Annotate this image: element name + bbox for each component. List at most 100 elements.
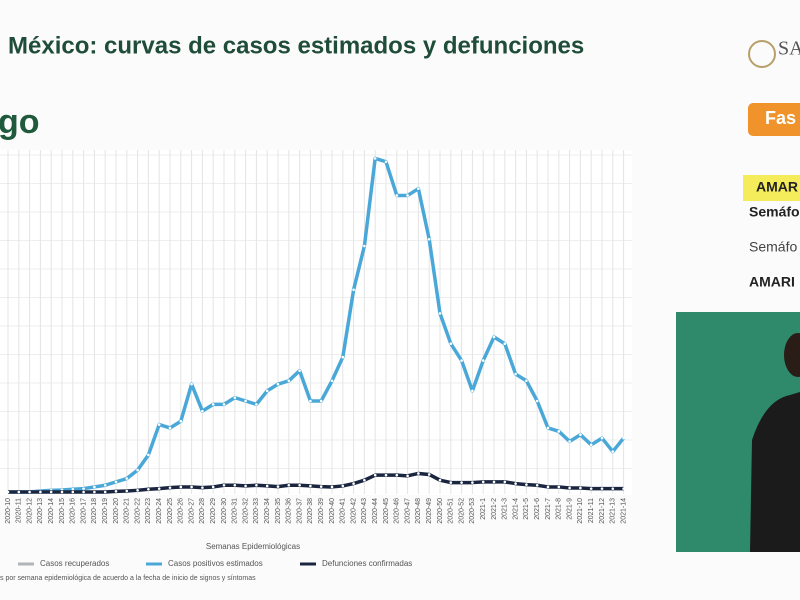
data-point xyxy=(557,485,561,489)
data-point xyxy=(82,490,85,494)
data-point xyxy=(535,399,539,403)
logo-emblem xyxy=(748,40,776,68)
data-point xyxy=(276,382,280,386)
x-tick-label: 2020-15 xyxy=(59,498,66,524)
data-point xyxy=(406,474,409,478)
data-point xyxy=(352,482,355,485)
slide-title: México: curvas de casos estimados y defu… xyxy=(8,32,584,59)
data-point xyxy=(60,490,64,494)
data-point xyxy=(49,490,53,494)
data-point xyxy=(125,477,129,480)
x-tick-label: 2020-39 xyxy=(318,498,325,524)
data-point xyxy=(255,483,258,487)
x-tick-label: 2020-31 xyxy=(232,498,239,524)
data-point xyxy=(503,342,507,346)
phase-button xyxy=(748,103,800,136)
data-point xyxy=(17,490,21,494)
data-point xyxy=(341,484,345,488)
data-point xyxy=(309,484,312,488)
footnote: s por semana epidemiológica de acuerdo a… xyxy=(0,575,256,582)
data-point xyxy=(514,372,517,376)
x-tick-label: 2020-22 xyxy=(134,498,141,524)
x-tick-label: 2020-43 xyxy=(361,498,368,524)
data-point xyxy=(427,473,431,476)
x-tick-label: 2020-27 xyxy=(188,498,195,524)
x-tick-label: 2020-45 xyxy=(383,498,390,524)
x-tick-label: 2020-13 xyxy=(37,498,44,524)
data-point xyxy=(233,396,237,399)
data-point xyxy=(255,403,258,406)
data-point xyxy=(341,355,345,359)
series-line xyxy=(8,471,624,494)
data-point xyxy=(157,423,161,426)
data-point xyxy=(373,473,377,477)
plot-area: 2020-10 2020-11 2020-12 2020-13 2020-14 2020-… xyxy=(0,150,632,582)
x-tick-label: 2020-36 xyxy=(286,498,293,524)
status-badge xyxy=(743,175,800,201)
status-line: AMARI xyxy=(749,274,795,290)
data-point xyxy=(39,490,42,494)
legend-label: Defunciones confirmadas xyxy=(322,559,412,568)
data-point xyxy=(579,433,582,437)
x-tick-label: 2021-4 xyxy=(512,498,519,520)
data-point xyxy=(287,379,291,383)
series-line xyxy=(8,156,625,494)
data-point xyxy=(136,489,139,492)
x-tick-label: 2021-7 xyxy=(545,498,552,520)
data-point xyxy=(568,440,571,443)
data-point xyxy=(114,490,118,493)
x-tick-label: 2020-10 xyxy=(5,498,12,524)
x-tick-label: 2020-42 xyxy=(350,498,357,524)
data-point xyxy=(276,485,280,488)
data-point xyxy=(622,436,625,440)
data-point xyxy=(417,187,420,190)
data-point xyxy=(179,485,183,489)
data-point xyxy=(233,483,237,487)
data-point xyxy=(546,485,550,489)
data-point xyxy=(579,486,582,490)
data-point xyxy=(125,489,129,493)
x-tick-label: 2020-53 xyxy=(469,498,476,524)
data-point xyxy=(406,194,409,197)
data-point xyxy=(460,481,463,484)
data-point xyxy=(589,487,593,490)
data-point xyxy=(535,483,539,487)
data-point xyxy=(114,480,118,484)
x-axis-title: Semanas Epidemiológicas xyxy=(206,542,300,551)
x-tick-label: 2020-41 xyxy=(340,498,347,524)
x-tick-label: 2021-11 xyxy=(588,498,595,523)
data-point xyxy=(438,478,442,482)
slide-subtitle: go xyxy=(0,103,40,141)
x-tick-label: 2021-8 xyxy=(556,498,563,520)
data-point xyxy=(244,484,247,488)
data-point xyxy=(460,359,463,362)
data-point xyxy=(168,426,172,430)
x-tick-label: 2020-47 xyxy=(404,498,411,524)
data-point xyxy=(222,483,226,487)
data-point xyxy=(103,490,107,494)
x-tick-label: 2021-5 xyxy=(523,498,530,520)
x-tick-label: 2020-25 xyxy=(167,498,174,524)
x-tick-label: 2020-18 xyxy=(91,498,98,524)
x-tick-label: 2021-1 xyxy=(480,498,487,520)
data-point xyxy=(471,481,474,484)
data-point xyxy=(190,382,193,386)
x-tick-label: 2020-23 xyxy=(145,498,152,524)
x-tick-label: 2020-26 xyxy=(178,498,185,524)
x-tick-label: 2020-46 xyxy=(394,498,401,524)
data-point xyxy=(147,453,150,457)
data-point xyxy=(157,487,161,490)
data-point xyxy=(6,490,10,494)
data-point xyxy=(363,478,366,482)
x-tick-label: 2021-14 xyxy=(620,498,627,524)
status-badge-label: AMAR xyxy=(756,179,798,195)
x-tick-label: 2021-10 xyxy=(577,498,584,524)
x-tick-label: 2020-12 xyxy=(26,498,33,524)
data-point xyxy=(168,486,172,489)
data-point xyxy=(600,487,604,490)
x-tick-label: 2021-9 xyxy=(566,498,573,520)
data-point xyxy=(265,389,269,393)
phase-label: Fas xyxy=(765,108,796,128)
